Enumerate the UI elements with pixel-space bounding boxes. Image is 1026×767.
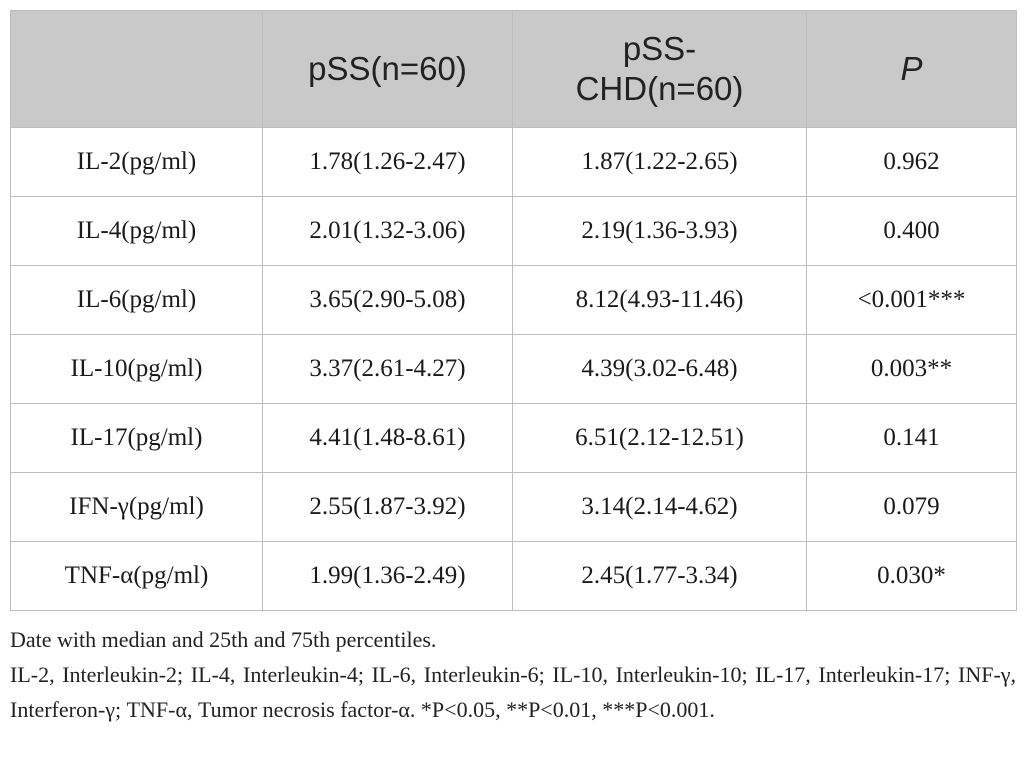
table-body: IL-2(pg/ml) 1.78(1.26-2.47) 1.87(1.22-2.… (10, 127, 1017, 611)
table-header: pSS(n=60) pSS- CHD(n=60) P (10, 10, 1017, 128)
table-footnotes: Date with median and 25th and 75th perce… (10, 622, 1016, 727)
table-row: IL-10(pg/ml) 3.37(2.61-4.27) 4.39(3.02-6… (10, 334, 1017, 404)
cell-variable: TNF-α(pg/ml) (10, 541, 263, 611)
cell-pss: 1.78(1.26-2.47) (262, 127, 513, 197)
cell-p-value: 0.030* (806, 541, 1017, 611)
table-row: IL-4(pg/ml) 2.01(1.32-3.06) 2.19(1.36-3.… (10, 196, 1017, 266)
cell-variable: IL-6(pg/ml) (10, 265, 263, 335)
header-row: pSS(n=60) pSS- CHD(n=60) P (10, 10, 1017, 128)
header-cell-pss: pSS(n=60) (262, 10, 513, 128)
cell-variable: IL-10(pg/ml) (10, 334, 263, 404)
header-cell-empty (10, 10, 263, 128)
cell-pss-chd: 1.87(1.22-2.65) (512, 127, 807, 197)
cell-p-value: 0.400 (806, 196, 1017, 266)
table-row: TNF-α(pg/ml) 1.99(1.36-2.49) 2.45(1.77-3… (10, 541, 1017, 611)
table-row: IL-17(pg/ml) 4.41(1.48-8.61) 6.51(2.12-1… (10, 403, 1017, 473)
table-row: IL-6(pg/ml) 3.65(2.90-5.08) 8.12(4.93-11… (10, 265, 1017, 335)
footnote-abbreviations: IL-2, Interleukin-2; IL-4, Interleukin-4… (10, 662, 1016, 722)
cell-pss: 2.55(1.87-3.92) (262, 472, 513, 542)
cell-p-value: <0.001*** (806, 265, 1017, 335)
cell-pss: 3.37(2.61-4.27) (262, 334, 513, 404)
cell-pss-chd: 2.19(1.36-3.93) (512, 196, 807, 266)
header-label-pss-chd: pSS- CHD(n=60) (575, 30, 744, 107)
cell-pss: 2.01(1.32-3.06) (262, 196, 513, 266)
cell-pss: 3.65(2.90-5.08) (262, 265, 513, 335)
cell-p-value: 0.962 (806, 127, 1017, 197)
cell-pss-chd: 6.51(2.12-12.51) (512, 403, 807, 473)
cell-variable: IL-2(pg/ml) (10, 127, 263, 197)
cell-pss: 1.99(1.36-2.49) (262, 541, 513, 611)
cell-p-value: 0.141 (806, 403, 1017, 473)
cell-variable: IL-17(pg/ml) (10, 403, 263, 473)
cell-pss-chd: 2.45(1.77-3.34) (512, 541, 807, 611)
cell-pss-chd: 8.12(4.93-11.46) (512, 265, 807, 335)
cell-pss-chd: 4.39(3.02-6.48) (512, 334, 807, 404)
cell-variable: IFN-γ(pg/ml) (10, 472, 263, 542)
cell-pss: 4.41(1.48-8.61) (262, 403, 513, 473)
footnote-percentiles: Date with median and 25th and 75th perce… (10, 627, 437, 652)
cytokine-table-container: pSS(n=60) pSS- CHD(n=60) P IL-2(pg/ml) 1… (10, 10, 1017, 611)
table-row: IFN-γ(pg/ml) 2.55(1.87-3.92) 3.14(2.14-4… (10, 472, 1017, 542)
cytokine-table: pSS(n=60) pSS- CHD(n=60) P IL-2(pg/ml) 1… (10, 10, 1017, 611)
cell-p-value: 0.079 (806, 472, 1017, 542)
header-cell-pss-chd: pSS- CHD(n=60) (512, 10, 807, 128)
header-cell-p: P (806, 10, 1017, 128)
cell-pss-chd: 3.14(2.14-4.62) (512, 472, 807, 542)
cell-p-value: 0.003** (806, 334, 1017, 404)
table-row: IL-2(pg/ml) 1.78(1.26-2.47) 1.87(1.22-2.… (10, 127, 1017, 197)
cell-variable: IL-4(pg/ml) (10, 196, 263, 266)
